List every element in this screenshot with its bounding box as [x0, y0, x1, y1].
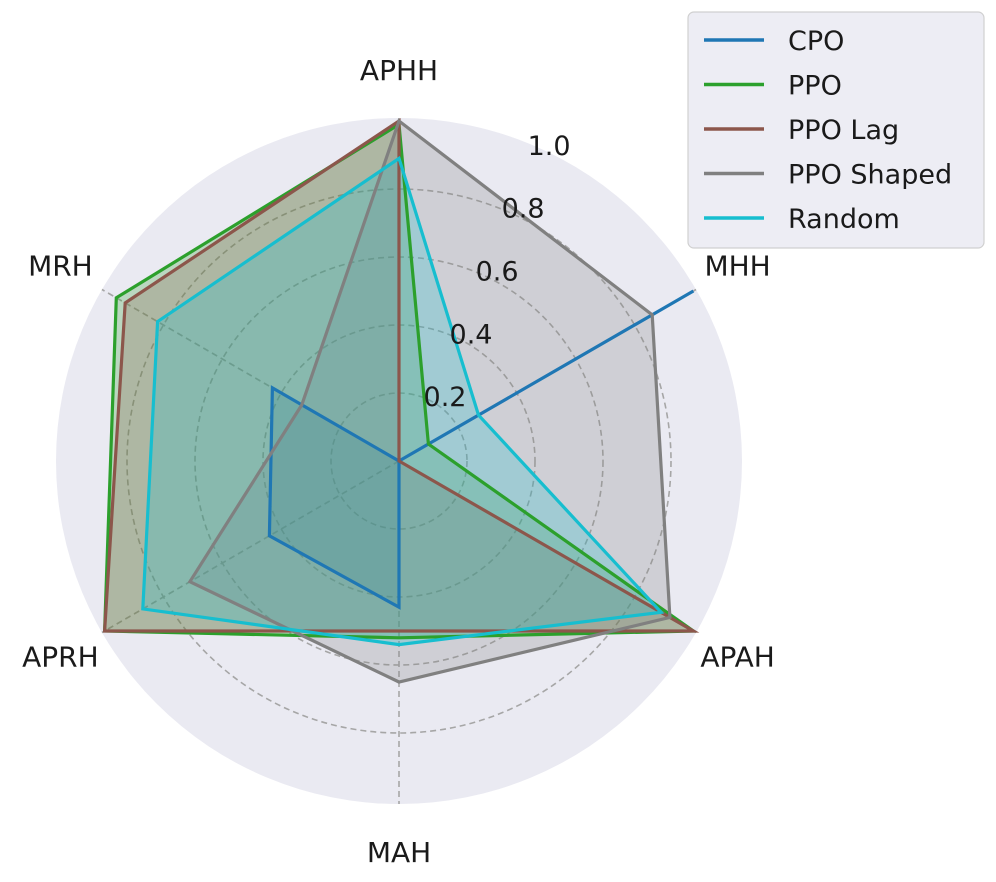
axis-label-mrh: MRH [28, 250, 93, 283]
legend-label-random: Random [788, 204, 900, 235]
legend-label-ppo: PPO [788, 71, 842, 102]
series-line-random [141, 155, 665, 647]
legend-label-cpo: CPO [788, 26, 844, 57]
radial-tick-label: 0.4 [450, 319, 493, 350]
series-fill-cpo [269, 291, 694, 608]
axis-label-aprh: APRH [22, 641, 99, 674]
series-fill-ppo-lag [104, 121, 694, 631]
radial-tick-label: 0.2 [424, 382, 467, 413]
series-line-ppo-lag [102, 118, 700, 633]
grid-spoke [101, 460, 400, 634]
series-line-ppo [102, 121, 699, 640]
axis-label-mhh: MHH [704, 250, 770, 283]
radial-tick-labels: 0.2 0.4 0.6 0.8 1.0 [424, 131, 571, 413]
series-line-cpo [267, 289, 695, 610]
series-fill-ppo-shaped [189, 121, 670, 682]
radial-tick-label: 0.8 [502, 194, 545, 225]
radial-tick-label: 1.0 [528, 131, 571, 162]
legend-label-ppo-lag: PPO Lag [788, 115, 899, 146]
axis-labels: APHH MHH APAH MAH APRH MRH [22, 54, 775, 869]
radial-tick-label: 0.6 [476, 257, 519, 288]
series-fill-random [142, 158, 662, 645]
axis-label-apah: APAH [700, 641, 774, 674]
grid-circle [330, 392, 468, 530]
series-layer [102, 118, 700, 684]
legend: CPO PPO PPO Lag PPO Shaped Random [687, 11, 985, 249]
legend-box [687, 11, 985, 249]
legend-label-ppo-shaped: PPO Shaped [788, 160, 952, 191]
axis-label-aphh: APHH [360, 54, 438, 87]
grid-spoke [101, 288, 400, 462]
axis-label-mah: MAH [367, 836, 431, 869]
series-line-ppo-shaped [187, 118, 672, 684]
